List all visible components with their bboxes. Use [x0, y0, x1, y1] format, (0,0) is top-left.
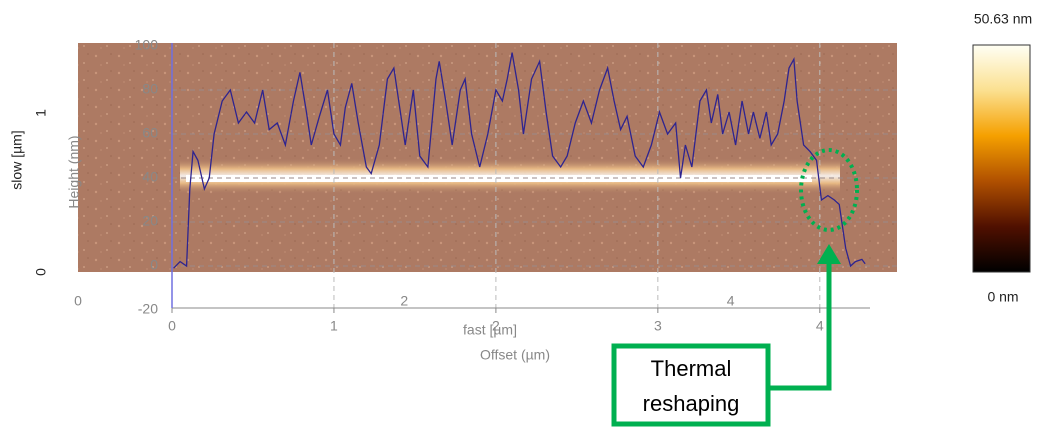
y-tick-label: 20 — [142, 213, 158, 229]
x-tick-label: 0 — [168, 318, 176, 334]
colorbar-min: 0 nm — [987, 289, 1018, 305]
fast-axis-label: fast [µm] — [463, 322, 517, 338]
afm-image — [78, 43, 897, 272]
fast-tick-label: 0 — [74, 293, 82, 309]
offset-axis-label: Offset (µm) — [480, 347, 550, 363]
arrow — [768, 262, 832, 391]
y-tick-label: 0 — [150, 257, 158, 273]
y-tick-label: -20 — [138, 301, 158, 317]
colorbar-max: 50.63 nm — [974, 11, 1032, 27]
arrow-head — [817, 244, 841, 264]
fast-tick-label: 4 — [727, 293, 735, 309]
height-profile — [173, 52, 866, 269]
x-tick-label: 1 — [330, 318, 338, 334]
x-tick-label: 4 — [816, 318, 824, 334]
x-tick-label: 2 — [492, 318, 500, 334]
annotation-box — [611, 343, 771, 427]
y-tick-label: 100 — [135, 37, 159, 53]
height-axis-label: Height (nm) — [66, 135, 82, 208]
y-tick-label: 80 — [142, 81, 158, 97]
fast-tick-label: 2 — [400, 293, 408, 309]
annotation-text: Thermal — [651, 356, 732, 381]
slow-tick-label: 1 — [33, 109, 49, 117]
colorbar — [972, 44, 1031, 273]
x-tick-label: 3 — [654, 318, 662, 334]
slow-tick-label: 0 — [33, 268, 49, 276]
annotation-text: reshaping — [643, 391, 740, 416]
highlight-ellipse — [799, 148, 859, 232]
slow-axis-label: slow [µm] — [9, 130, 25, 189]
y-tick-label: 40 — [142, 169, 158, 185]
y-tick-label: 60 — [142, 125, 158, 141]
